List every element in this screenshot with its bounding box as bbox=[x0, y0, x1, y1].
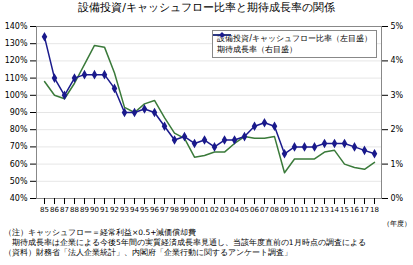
svg-text:13: 13 bbox=[320, 206, 329, 214]
svg-text:05: 05 bbox=[240, 206, 249, 214]
svg-text:3%: 3% bbox=[391, 91, 404, 100]
svg-text:96: 96 bbox=[150, 206, 159, 214]
svg-text:02: 02 bbox=[210, 206, 219, 214]
svg-text:5%: 5% bbox=[391, 22, 404, 31]
svg-text:88: 88 bbox=[70, 206, 79, 214]
svg-text:90%: 90% bbox=[10, 108, 28, 117]
html-text:（資料）財務省「法人企業統計」、内閣府「企業行動に関するアン: （資料）財務省「法人企業統計」、内閣府「企業行動に関するアンケート調査」 bbox=[4, 248, 292, 257]
html-text:（注）キャッシュフロー＝経常利益×0.5+減価償却費: （注）キャッシュフロー＝経常利益×0.5+減価償却費 bbox=[4, 228, 197, 237]
svg-text:18: 18 bbox=[370, 206, 379, 214]
svg-text:98: 98 bbox=[170, 206, 179, 214]
html-text:期待成長率は企業による今後5年間の実質経済成長率見通し、当該: 期待成長率は企業による今後5年間の実質経済成長率見通し、当該年度直前の1月時点の… bbox=[4, 238, 366, 247]
svg-text:04: 04 bbox=[230, 206, 239, 214]
svg-text:10: 10 bbox=[290, 206, 299, 214]
svg-text:87: 87 bbox=[60, 206, 69, 214]
svg-text:140%: 140% bbox=[5, 22, 28, 31]
svg-text:130%: 130% bbox=[5, 39, 28, 48]
svg-text:11: 11 bbox=[300, 206, 309, 214]
html-text:期待成長率（右目盛）: 期待成長率（右目盛） bbox=[217, 45, 298, 54]
svg-text:06: 06 bbox=[250, 206, 259, 214]
svg-text:40%: 40% bbox=[10, 194, 28, 203]
svg-text:15: 15 bbox=[340, 206, 349, 214]
svg-text:85: 85 bbox=[40, 206, 49, 214]
html-text:設備投資/キャッシュフロー比率と期待成長率の関係: 設備投資/キャッシュフロー比率と期待成長率の関係 bbox=[78, 1, 335, 14]
svg-text:4%: 4% bbox=[391, 56, 404, 65]
svg-text:00: 00 bbox=[190, 206, 199, 214]
svg-text:120%: 120% bbox=[5, 56, 28, 65]
svg-text:60%: 60% bbox=[10, 160, 28, 169]
svg-text:03: 03 bbox=[220, 206, 229, 214]
svg-text:89: 89 bbox=[80, 206, 89, 214]
svg-text:95: 95 bbox=[140, 206, 149, 214]
svg-text:91: 91 bbox=[100, 206, 109, 214]
svg-text:14: 14 bbox=[330, 206, 339, 214]
svg-text:99: 99 bbox=[180, 206, 189, 214]
svg-text:94: 94 bbox=[130, 206, 139, 214]
svg-text:97: 97 bbox=[160, 206, 169, 214]
svg-text:86: 86 bbox=[50, 206, 59, 214]
svg-text:01: 01 bbox=[200, 206, 209, 214]
svg-text:16: 16 bbox=[350, 206, 359, 214]
svg-text:09: 09 bbox=[280, 206, 289, 214]
svg-text:50%: 50% bbox=[10, 177, 28, 186]
svg-text:110%: 110% bbox=[5, 74, 28, 83]
svg-text:07: 07 bbox=[260, 206, 269, 214]
html-text:設備投資/キャッシュフロー比率（左目盛）: 設備投資/キャッシュフロー比率（左目盛） bbox=[217, 34, 372, 43]
svg-text:93: 93 bbox=[120, 206, 129, 214]
svg-text:17: 17 bbox=[360, 206, 369, 214]
svg-text:2%: 2% bbox=[391, 125, 404, 134]
svg-text:1%: 1% bbox=[391, 160, 404, 169]
svg-text:100%: 100% bbox=[5, 91, 28, 100]
svg-text:80%: 80% bbox=[10, 125, 28, 134]
svg-text:（年度）: （年度） bbox=[383, 220, 411, 228]
svg-text:70%: 70% bbox=[10, 142, 28, 151]
svg-text:90: 90 bbox=[90, 206, 99, 214]
svg-text:92: 92 bbox=[110, 206, 119, 214]
svg-text:0%: 0% bbox=[391, 194, 404, 203]
svg-text:12: 12 bbox=[310, 206, 319, 214]
svg-text:08: 08 bbox=[270, 206, 279, 214]
